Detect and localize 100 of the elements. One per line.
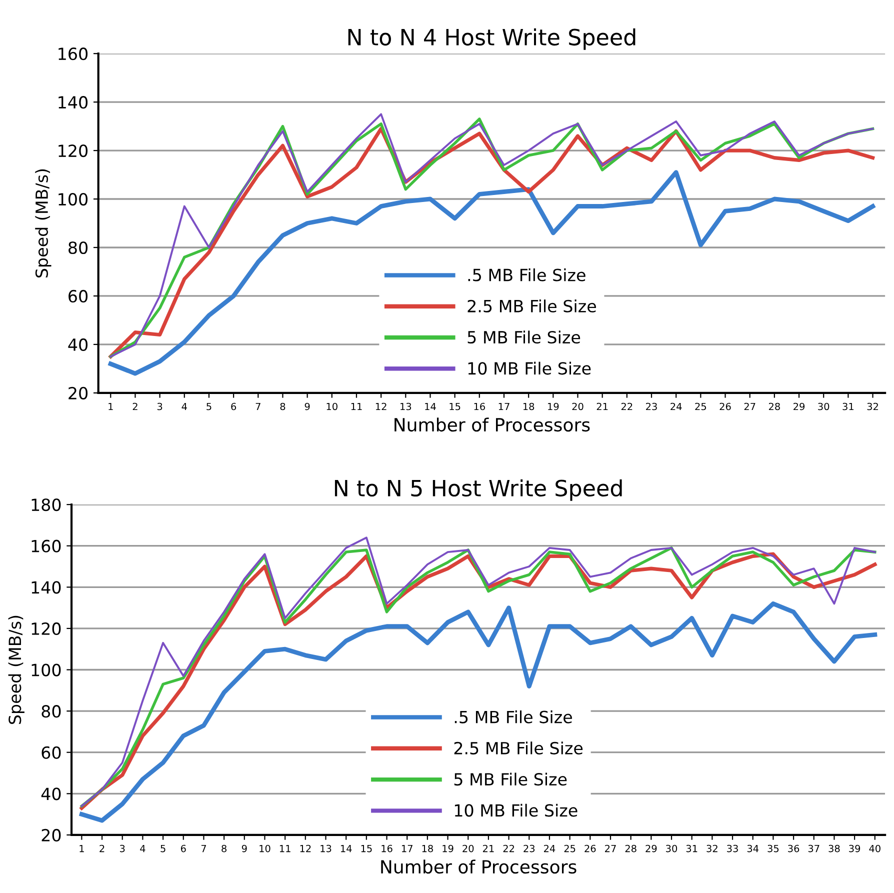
x-tick-label: 5 xyxy=(206,402,212,410)
legend-label: 2.5 MB File Size xyxy=(454,742,583,754)
x-tick-label: 15 xyxy=(361,844,372,852)
legend-label: .5 MB File Size xyxy=(468,268,586,282)
x-tick-label: 2 xyxy=(132,402,138,410)
x-tick-label: 32 xyxy=(867,402,878,410)
legend-label: 10 MB File Size xyxy=(454,804,578,817)
legend-label: 2.5 MB File Size xyxy=(468,300,596,312)
y-tick-label: 140 xyxy=(32,581,61,594)
x-axis-title: Number of Processors xyxy=(381,860,576,874)
x-tick-label: 4 xyxy=(182,402,187,410)
y-tick-label: 140 xyxy=(58,96,88,109)
x-tick-label: 7 xyxy=(256,402,260,410)
y-tick-label: 160 xyxy=(58,48,88,60)
chart-title: N to N 5 Host Write Speed xyxy=(334,479,622,501)
x-tick-label: 20 xyxy=(572,402,584,410)
x-tick-label: 11 xyxy=(351,402,362,410)
x-tick-label: 15 xyxy=(450,402,460,410)
x-tick-label: 20 xyxy=(462,844,474,852)
x-tick-label: 17 xyxy=(498,402,510,410)
x-tick-label: 5 xyxy=(160,844,166,852)
y-tick-label: 20 xyxy=(42,828,61,842)
x-tick-label: 3 xyxy=(157,402,162,410)
x-tick-label: 16 xyxy=(382,844,392,852)
x-tick-label: 8 xyxy=(280,402,286,410)
x-tick-label: 29 xyxy=(646,844,657,852)
x-tick-label: 26 xyxy=(584,844,596,852)
y-axis-title: Speed (MB/s) xyxy=(35,169,52,278)
x-tick-label: 4 xyxy=(140,844,146,852)
x-tick-label: 28 xyxy=(625,844,636,852)
x-tick-label: 1 xyxy=(108,402,113,410)
x-tick-label: 25 xyxy=(564,844,576,852)
x-tick-label: 30 xyxy=(818,402,830,410)
x-tick-label: 37 xyxy=(808,844,820,852)
line-series xyxy=(79,601,878,823)
x-tick-label: 13 xyxy=(400,402,412,410)
x-tick-label: 27 xyxy=(605,844,616,852)
x-tick-label: 36 xyxy=(788,844,800,852)
y-tick-label: 180 xyxy=(32,498,61,512)
x-tick-label: 28 xyxy=(768,402,780,410)
x-tick-label: 24 xyxy=(544,844,556,852)
y-tick-label: 100 xyxy=(32,664,61,676)
x-tick-label: 18 xyxy=(523,402,534,410)
x-tick-label: 16 xyxy=(474,402,485,410)
x-tick-label: 13 xyxy=(320,844,332,852)
x-tick-label: 32 xyxy=(706,844,718,852)
x-tick-label: 25 xyxy=(695,402,706,410)
y-tick-label: 80 xyxy=(42,705,61,718)
y-tick-label: 80 xyxy=(68,241,88,254)
x-tick-label: 23 xyxy=(524,844,535,852)
legend-label: .5 MB File Size xyxy=(454,710,572,724)
line-series xyxy=(108,170,875,376)
y-tick-label: 160 xyxy=(32,540,61,552)
x-tick-label: 19 xyxy=(442,844,454,852)
x-tick-label: 31 xyxy=(842,402,854,410)
x-tick-label: 38 xyxy=(828,844,840,852)
x-tick-label: 6 xyxy=(231,402,236,410)
x-tick-label: 12 xyxy=(300,844,311,852)
x-tick-label: 12 xyxy=(376,402,386,410)
x-tick-label: 9 xyxy=(242,844,247,852)
x-tick-label: 8 xyxy=(222,844,226,852)
y-axis-title: Speed (MB/s) xyxy=(8,616,24,724)
x-tick-label: 33 xyxy=(727,844,738,852)
y-tick-label: 60 xyxy=(68,290,88,303)
x-tick-label: 10 xyxy=(326,402,338,410)
x-tick-label: 1 xyxy=(80,844,84,852)
x-tick-label: 10 xyxy=(260,844,270,852)
x-tick-label: 14 xyxy=(340,844,352,852)
y-tick-label: 120 xyxy=(32,622,61,636)
x-tick-label: 2 xyxy=(100,844,104,852)
x-tick-label: 17 xyxy=(402,844,412,852)
x-tick-label: 31 xyxy=(686,844,698,852)
y-tick-label: 100 xyxy=(58,192,88,206)
y-tick-label: 60 xyxy=(42,746,61,759)
x-tick-label: 34 xyxy=(747,844,758,852)
x-tick-label: 22 xyxy=(503,844,514,852)
x-tick-label: 21 xyxy=(482,844,494,852)
x-axis-title: Number of Processors xyxy=(394,418,590,432)
x-tick-label: 6 xyxy=(180,844,186,852)
y-tick-label: 40 xyxy=(41,788,61,800)
x-tick-label: 23 xyxy=(646,402,657,410)
x-tick-label: 27 xyxy=(744,402,756,410)
x-tick-label: 9 xyxy=(304,402,310,410)
x-tick-label: 29 xyxy=(794,402,805,410)
x-tick-label: 21 xyxy=(596,402,608,410)
legend-label: 5 MB File Size xyxy=(454,772,567,786)
x-tick-label: 40 xyxy=(869,844,880,852)
x-tick-label: 11 xyxy=(280,844,290,852)
x-tick-label: 26 xyxy=(720,402,731,410)
x-tick-label: 35 xyxy=(768,844,779,852)
chart-title: N to N 4 Host Write Speed xyxy=(348,28,636,50)
y-tick-label: 20 xyxy=(68,386,88,400)
y-tick-label: 40 xyxy=(68,338,88,352)
x-tick-label: 18 xyxy=(422,844,433,852)
x-tick-label: 30 xyxy=(666,844,678,852)
legend-label: 10 MB File Size xyxy=(468,362,591,375)
x-tick-label: 39 xyxy=(849,844,860,852)
x-tick-label: 24 xyxy=(670,402,682,410)
x-tick-label: 3 xyxy=(120,844,125,852)
x-tick-label: 22 xyxy=(621,402,632,410)
